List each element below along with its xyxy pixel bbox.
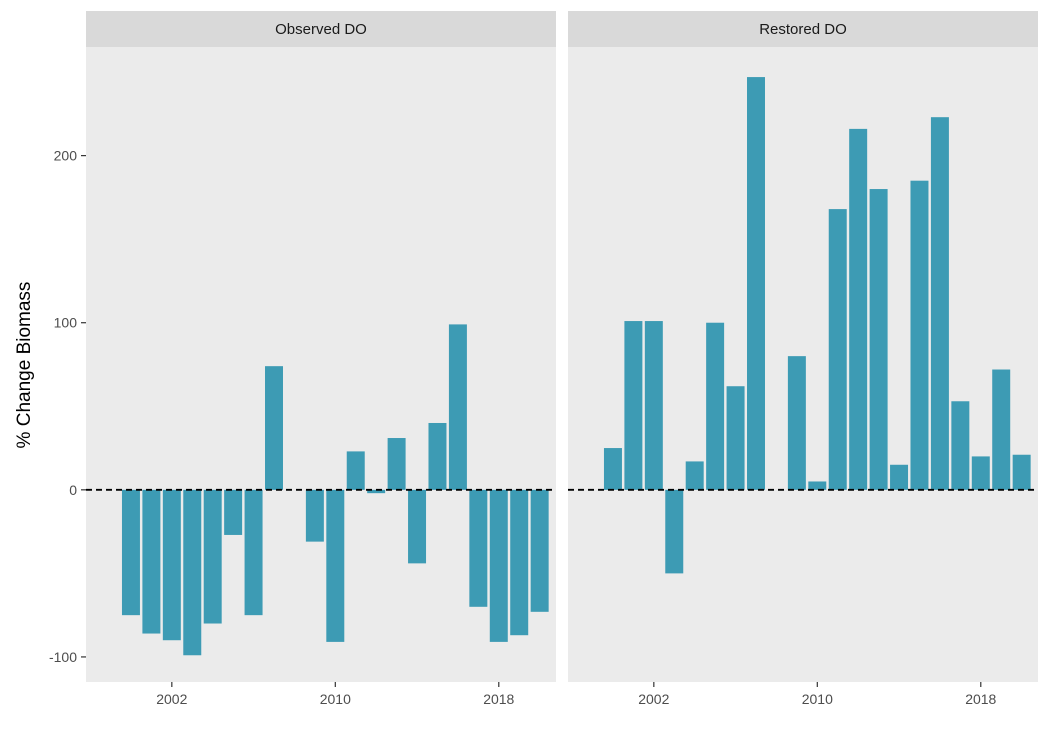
bar xyxy=(142,489,161,634)
y-tick-label: 100 xyxy=(54,315,78,331)
bar xyxy=(224,489,243,535)
bar xyxy=(428,422,447,490)
x-tick-label: 2002 xyxy=(156,691,187,707)
bar xyxy=(305,489,324,542)
bar xyxy=(706,322,725,490)
bar xyxy=(510,489,529,636)
bar xyxy=(162,489,181,641)
bar xyxy=(726,386,745,490)
bar xyxy=(930,117,949,490)
y-tick-label: 200 xyxy=(54,148,78,164)
facet-strip xyxy=(568,11,1038,47)
bar xyxy=(828,209,847,490)
x-tick-label: 2010 xyxy=(320,691,351,707)
panel-0: Observed DO 2002 2010 2018 xyxy=(86,11,556,707)
panels: Observed DO 2002 2010 2018 Restored DO 2002 20… xyxy=(86,11,1038,707)
bar xyxy=(387,438,406,490)
bar xyxy=(685,461,704,490)
y-tick-label: 0 xyxy=(69,482,77,498)
bar xyxy=(971,456,990,490)
bar xyxy=(183,489,202,656)
bar xyxy=(489,489,508,642)
bar xyxy=(346,451,365,490)
bar xyxy=(121,489,140,616)
facet-strip xyxy=(86,11,556,47)
y-axis-title: % Change Biomass xyxy=(14,282,35,449)
bar xyxy=(808,481,827,490)
x-tick-label: 2018 xyxy=(965,691,996,707)
bar xyxy=(951,401,970,490)
x-tick-label: 2010 xyxy=(802,691,833,707)
bar xyxy=(849,128,868,490)
facet-strip-label: Observed DO xyxy=(275,21,367,38)
facet-strip-label: Restored DO xyxy=(759,21,847,38)
bar xyxy=(244,489,263,616)
bar xyxy=(992,369,1011,490)
bar xyxy=(787,356,806,490)
bar xyxy=(644,321,663,490)
panel-1: Restored DO 2002 2010 2018 xyxy=(568,11,1038,707)
bar xyxy=(326,489,345,642)
x-tick-label: 2002 xyxy=(638,691,669,707)
x-tick-label: 2018 xyxy=(483,691,514,707)
bar xyxy=(203,489,222,624)
y-axis: -100 0 100 200 xyxy=(49,148,86,665)
y-tick-label: -100 xyxy=(49,649,77,665)
bar xyxy=(910,180,929,490)
bar xyxy=(408,489,427,564)
bar xyxy=(665,489,684,574)
bar xyxy=(869,189,888,490)
bar xyxy=(747,77,765,490)
bar xyxy=(530,489,549,612)
bar xyxy=(469,489,488,607)
bar xyxy=(265,366,283,490)
bar xyxy=(448,324,467,490)
bar xyxy=(1012,454,1031,490)
bar xyxy=(624,321,643,490)
bar xyxy=(367,489,386,494)
bar xyxy=(890,464,909,490)
bar xyxy=(603,448,622,490)
